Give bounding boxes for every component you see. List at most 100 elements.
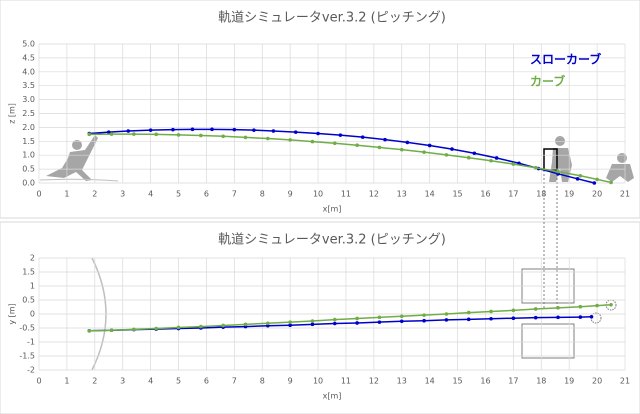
x-tick-label: 5 <box>176 377 181 386</box>
x-tick-label: 9 <box>288 377 293 386</box>
point <box>332 141 337 146</box>
y-tick-label: 2.0 <box>22 123 35 132</box>
point <box>444 153 449 157</box>
point <box>427 143 432 148</box>
x-tick-label: 3 <box>120 377 125 386</box>
point <box>609 302 613 307</box>
point <box>126 129 131 133</box>
x-tick-label: 2 <box>92 377 97 386</box>
point <box>556 315 560 320</box>
point <box>533 315 538 320</box>
x-tick-label: 20 <box>592 377 602 386</box>
point <box>556 306 560 310</box>
x-tick-label: 5 <box>176 190 181 199</box>
y-tick-label: 0.5 <box>22 296 35 305</box>
point <box>399 319 404 324</box>
point <box>466 317 471 322</box>
point <box>377 145 382 150</box>
point <box>266 321 270 326</box>
point <box>221 323 225 328</box>
x-tick-label: 1 <box>64 377 69 386</box>
y-tick-label: 3.5 <box>22 81 35 90</box>
y-tick-label: 1.5 <box>22 137 35 146</box>
x-tick-label: 8 <box>260 190 265 199</box>
point <box>377 315 382 320</box>
point <box>592 181 597 185</box>
point <box>422 318 426 323</box>
x-tick-label: 18 <box>536 190 546 199</box>
point <box>176 133 181 137</box>
legend-entry: カーブ <box>530 74 565 89</box>
x-tick-label: 4 <box>148 190 153 199</box>
point <box>444 312 449 316</box>
y-tick-label: 2.5 <box>22 109 35 118</box>
x-tick-label: 3 <box>120 190 125 199</box>
x-axis-label: x[m] <box>323 392 342 401</box>
x-tick-label: 6 <box>204 190 209 199</box>
x-tick-label: 18 <box>536 377 546 386</box>
x-tick-label: 7 <box>232 190 237 199</box>
point <box>87 132 92 137</box>
chart-title: 軌道シミュレータver.3.2 (ピッチング) <box>218 232 446 248</box>
point <box>332 317 337 322</box>
point <box>589 315 594 319</box>
y-tick-label: 5.0 <box>22 40 35 49</box>
point <box>271 129 276 133</box>
point <box>355 321 359 325</box>
point <box>466 310 471 315</box>
point <box>399 147 404 152</box>
x-tick-label: 14 <box>425 190 435 199</box>
point <box>288 138 292 142</box>
point <box>243 322 248 327</box>
y-axis-label: z [m] <box>8 103 17 124</box>
x-tick-label: 7 <box>232 377 237 386</box>
x-tick-label: 4 <box>148 377 153 386</box>
x-tick-label: 11 <box>341 190 351 199</box>
point <box>171 127 175 132</box>
point <box>266 136 270 141</box>
point <box>444 318 449 322</box>
x-tick-label: 11 <box>341 377 351 386</box>
y-tick-label: 1 <box>30 282 35 291</box>
x-tick-label: 1 <box>64 190 69 199</box>
zone-box <box>521 323 575 359</box>
point <box>595 303 599 308</box>
point <box>472 151 477 156</box>
point <box>210 127 214 132</box>
x-tick-label: 13 <box>397 377 407 386</box>
x-tick-label: 6 <box>204 377 209 386</box>
point <box>489 316 493 321</box>
point <box>221 134 225 139</box>
point <box>87 329 92 333</box>
y-tick-label: 2 <box>30 254 35 263</box>
point <box>310 319 315 323</box>
point <box>176 325 181 330</box>
x-tick-label: 0 <box>36 377 41 386</box>
point <box>450 147 454 151</box>
point <box>578 315 583 319</box>
point <box>422 313 426 317</box>
y-tick-label: 0.5 <box>22 165 35 174</box>
y-axis-label: y [m] <box>8 303 17 324</box>
x-tick-label: 21 <box>620 377 630 386</box>
point <box>383 137 387 142</box>
x-tick-label: 20 <box>592 190 602 199</box>
x-tick-label: 8 <box>260 377 265 386</box>
point <box>575 177 580 181</box>
point <box>132 327 136 332</box>
series-line <box>89 316 592 332</box>
point <box>466 155 471 160</box>
y-tick-label: -0.5 <box>19 324 35 333</box>
x-tick-label: 12 <box>369 377 379 386</box>
point <box>154 326 158 331</box>
point <box>533 165 538 170</box>
y-tick-label: 3.0 <box>22 95 35 104</box>
x-tick-label: 15 <box>452 377 462 386</box>
x-tick-label: 14 <box>425 377 435 386</box>
point <box>266 323 270 328</box>
pitcher-figure <box>46 135 98 181</box>
point <box>578 304 583 309</box>
point <box>199 133 203 138</box>
point <box>332 321 337 326</box>
x-tick-label: 19 <box>564 190 574 199</box>
